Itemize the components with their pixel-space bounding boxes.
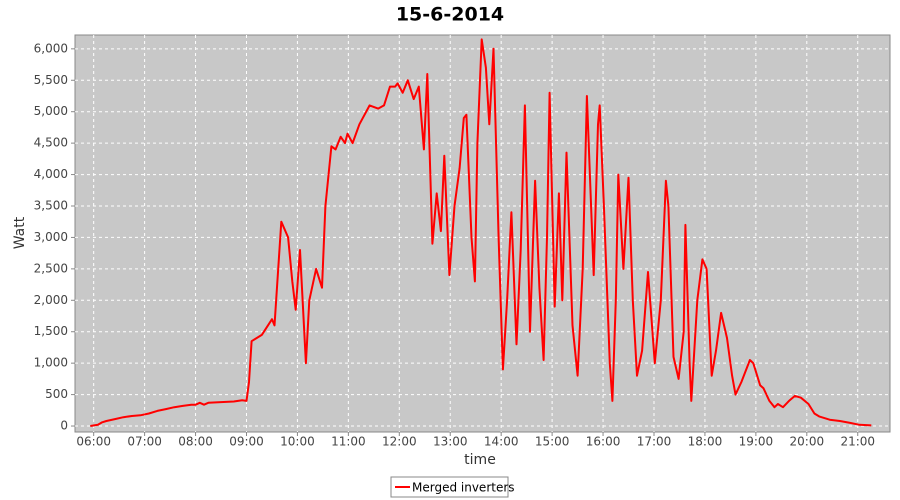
x-tick-label: 18:00: [688, 435, 723, 449]
x-tick-label: 11:00: [331, 435, 366, 449]
x-axis-label: time: [464, 452, 496, 468]
x-tick-label: 08:00: [178, 435, 213, 449]
y-tick-label: 1,500: [34, 324, 68, 338]
chart-title: 15-6-2014: [396, 4, 504, 26]
x-tick-label: 13:00: [433, 435, 468, 449]
x-tick-label: 21:00: [840, 435, 875, 449]
y-tick-label: 1,000: [34, 356, 68, 370]
x-tick-label: 20:00: [790, 435, 825, 449]
y-tick-label: 0: [60, 419, 68, 433]
x-tick-label: 19:00: [739, 435, 774, 449]
y-tick-label: 500: [45, 387, 68, 401]
x-tick-label: 17:00: [637, 435, 672, 449]
y-tick-label: 5,500: [34, 73, 68, 87]
series-line: [90, 38, 872, 427]
y-tick-label: 2,000: [34, 293, 68, 307]
x-tick-label: 07:00: [127, 435, 162, 449]
plot-area: [74, 34, 891, 433]
y-tick-label: 3,500: [34, 198, 68, 212]
legend-label: Merged inverters: [412, 481, 515, 495]
y-axis-label: Watt: [12, 216, 28, 249]
x-tick-label: 06:00: [76, 435, 111, 449]
y-tick-label: 3,000: [34, 230, 68, 244]
x-tick-label: 12:00: [382, 435, 417, 449]
y-tick-label: 5,000: [34, 104, 68, 118]
x-tick-label: 16:00: [586, 435, 621, 449]
legend: [390, 476, 509, 498]
x-tick-label: 14:00: [484, 435, 519, 449]
y-tick-label: 4,500: [34, 136, 68, 150]
x-tick-label: 10:00: [280, 435, 315, 449]
y-tick-label: 2,500: [34, 261, 68, 275]
y-tick-label: 6,000: [34, 41, 68, 55]
y-tick-label: 4,000: [34, 167, 68, 181]
x-tick-label: 15:00: [535, 435, 570, 449]
x-tick-label: 09:00: [229, 435, 264, 449]
